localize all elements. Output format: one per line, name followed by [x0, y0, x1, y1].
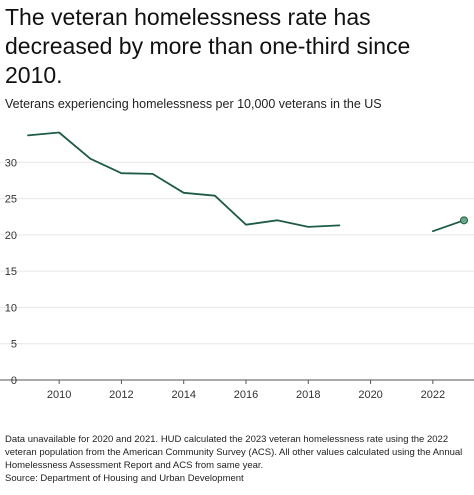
- x-tick-label: 2022: [421, 389, 445, 401]
- y-tick-label: 10: [5, 302, 17, 314]
- x-tick-label: 2012: [109, 389, 133, 401]
- x-tick-label: 2010: [47, 389, 71, 401]
- y-tick-label: 30: [5, 157, 17, 169]
- y-tick-label: 25: [5, 194, 17, 206]
- chart-subtitle: Veterans experiencing homelessness per 1…: [5, 97, 382, 111]
- series-markers: [460, 216, 468, 225]
- last-point-marker: [460, 216, 468, 225]
- y-tick-label: 15: [5, 266, 17, 278]
- x-axis-ticks: 2010 2012 2014 2016 2018 2020 2022: [47, 380, 445, 401]
- x-tick-label: 2020: [358, 389, 382, 401]
- y-tick-label: 20: [5, 230, 17, 242]
- source-note: Source: Department of Housing and Urban …: [5, 473, 244, 484]
- chart-title: The veteran homelessness rate has decrea…: [5, 4, 411, 88]
- series-line-segment: [432, 219, 465, 233]
- x-tick-label: 2014: [171, 389, 195, 401]
- data-note: Data unavailable for 2020 and 2021. HUD …: [5, 434, 463, 471]
- y-axis-ticks: 0 5 10 15 20 25 30: [5, 157, 17, 387]
- chart-notes: Data unavailable for 2020 and 2021. HUD …: [5, 433, 471, 485]
- x-tick-label: 2018: [296, 389, 320, 401]
- x-tick-label: 2016: [234, 389, 258, 401]
- y-tick-label: 0: [11, 375, 17, 387]
- series-lines: [27, 131, 465, 233]
- line-chart: 0 5 10 15 20 25 30 2010 2012 2014 2016 2018 2020 202…: [0, 131, 474, 401]
- y-tick-label: 5: [11, 339, 17, 351]
- series-line-segment: [27, 131, 341, 228]
- grid-lines: [0, 161, 474, 381]
